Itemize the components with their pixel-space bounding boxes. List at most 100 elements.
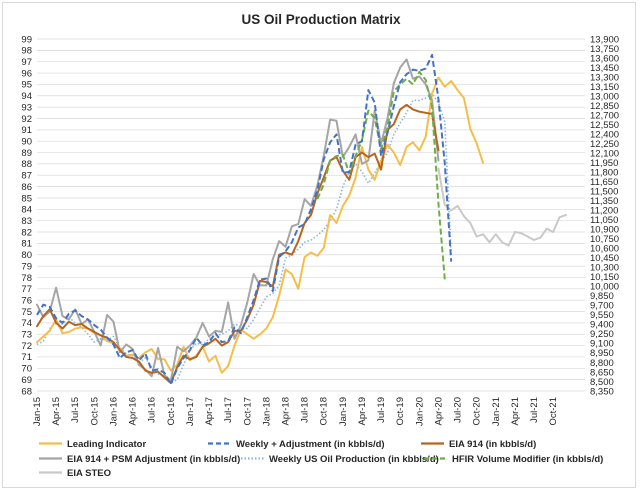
left-tick-label: 94 (21, 91, 32, 102)
left-tick-label: 76 (21, 295, 32, 306)
left-tick-label: 72 (21, 341, 32, 352)
right-tick-label: 13,600 (590, 53, 619, 64)
left-tick-label: 91 (21, 125, 32, 136)
series-line-3 (36, 58, 440, 382)
x-tick-label: Jul-18 (300, 397, 311, 423)
x-tick-label: Jan-19 (338, 397, 349, 426)
x-tick-label: Oct-16 (166, 397, 177, 426)
legend-entry: HFIR Volume Modifier (in kbbls/d) (452, 454, 603, 465)
left-tick-label: 89 (21, 148, 32, 159)
right-tick-label: 8,350 (590, 386, 614, 397)
right-tick-label: 12,550 (590, 120, 619, 131)
right-tick-label: 10,450 (590, 253, 619, 264)
x-tick-label: Apr-15 (51, 397, 62, 426)
left-tick-label: 79 (21, 261, 32, 272)
x-tick-label: Apr-19 (357, 397, 368, 426)
right-tick-label: 10,750 (590, 234, 619, 245)
left-y-axis: 6869707172737475767778798081828384858687… (21, 34, 32, 397)
right-tick-label: 8,800 (590, 358, 614, 369)
left-tick-label: 82 (21, 227, 32, 238)
right-tick-label: 12,700 (590, 110, 619, 121)
left-tick-label: 99 (21, 34, 32, 45)
right-tick-label: 8,950 (590, 348, 614, 359)
x-tick-label: Apr-20 (433, 397, 444, 426)
x-tick-label: Jan-20 (414, 397, 425, 426)
x-tick-label: Oct-19 (395, 397, 406, 426)
left-tick-label: 69 (21, 375, 32, 386)
right-tick-label: 8,500 (590, 377, 614, 388)
x-tick-label: Oct-20 (472, 397, 483, 426)
right-tick-label: 9,850 (590, 291, 614, 302)
right-tick-label: 13,900 (590, 34, 619, 45)
legend-entry: Weekly US Oil Production (in kbbls/d) (269, 454, 439, 465)
right-tick-label: 12,850 (590, 101, 619, 112)
left-tick-label: 93 (21, 102, 32, 113)
left-tick-label: 92 (21, 114, 32, 125)
right-tick-label: 10,000 (590, 282, 619, 293)
left-tick-label: 87 (21, 171, 32, 182)
x-tick-label: Apr-17 (204, 397, 215, 426)
right-tick-label: 9,700 (590, 301, 614, 312)
x-tick-label: Jul-20 (453, 397, 464, 423)
right-tick-label: 13,300 (590, 72, 619, 83)
right-tick-label: 12,400 (590, 129, 619, 140)
left-tick-label: 98 (21, 46, 32, 57)
x-tick-label: Oct-21 (548, 397, 559, 426)
left-tick-label: 90 (21, 136, 32, 147)
x-tick-label: Jan-21 (491, 397, 502, 426)
right-tick-label: 9,400 (590, 320, 614, 331)
legend: Leading Indicator Weekly + Adjustment (in… (39, 439, 603, 479)
x-tick-label: Jul-15 (70, 397, 81, 423)
left-tick-label: 97 (21, 57, 32, 68)
left-tick-label: 96 (21, 68, 32, 79)
left-tick-label: 86 (21, 182, 32, 193)
series-line-4 (36, 92, 452, 384)
legend-entry: Weekly + Adjustment (in kbbls/d) (236, 439, 385, 450)
x-tick-label: Apr-16 (128, 397, 139, 426)
right-tick-label: 10,900 (590, 225, 619, 236)
right-tick-label: 11,650 (590, 177, 618, 188)
left-tick-label: 75 (21, 307, 32, 318)
x-tick-label: Jan-15 (32, 397, 43, 426)
right-tick-label: 11,800 (590, 167, 618, 178)
x-tick-label: Jan-18 (261, 397, 272, 426)
legend-entry: EIA STEO (67, 468, 111, 479)
x-tick-label: Apr-21 (510, 397, 521, 426)
x-tick-label: Jul-19 (376, 397, 387, 423)
legend-entry: EIA 914 + PSM Adjustment (in kbbls/d) (67, 454, 240, 465)
x-axis: Jan-15 Apr-15 Jul-15 Oct-15 Jan-16 Apr-16 Jul-… (32, 397, 559, 426)
right-tick-label: 11,200 (590, 206, 618, 217)
left-tick-label: 88 (21, 159, 32, 170)
right-tick-label: 13,150 (590, 82, 619, 93)
right-tick-label: 10,300 (590, 263, 619, 274)
right-tick-label: 9,550 (590, 310, 614, 321)
x-tick-label: Jul-21 (529, 397, 540, 423)
left-tick-label: 71 (21, 352, 32, 363)
left-tick-label: 95 (21, 80, 32, 91)
left-tick-label: 83 (21, 216, 32, 227)
left-tick-label: 84 (21, 205, 32, 216)
right-tick-label: 9,100 (590, 339, 614, 350)
right-tick-label: 11,350 (590, 196, 618, 207)
right-tick-label: 8,650 (590, 367, 614, 378)
legend-entry: Leading Indicator (67, 439, 146, 450)
right-tick-label: 13,750 (590, 44, 619, 55)
production-line-chart: US Oil Production Matrix 686970717273747… (21, 12, 619, 479)
gridlines (37, 38, 585, 392)
x-tick-label: Jan-17 (185, 397, 196, 426)
x-tick-label: Jan-16 (108, 397, 119, 426)
right-tick-label: 10,600 (590, 244, 619, 255)
right-tick-label: 13,450 (590, 63, 619, 74)
right-tick-label: 9,250 (590, 329, 614, 340)
right-y-axis: 8,3508,5008,6508,8008,9509,1009,2509,400… (590, 34, 619, 397)
left-tick-label: 78 (21, 273, 32, 284)
series-line-1 (36, 53, 453, 386)
left-tick-label: 73 (21, 330, 32, 341)
right-tick-label: 11,950 (590, 158, 618, 169)
legend-entry: EIA 914 (in kbbls/d) (449, 439, 536, 450)
series-line-5 (316, 70, 446, 280)
series-line-6 (437, 167, 567, 247)
right-tick-label: 12,100 (590, 148, 619, 159)
series-line-0 (36, 76, 485, 374)
chart-title: US Oil Production Matrix (241, 12, 401, 27)
